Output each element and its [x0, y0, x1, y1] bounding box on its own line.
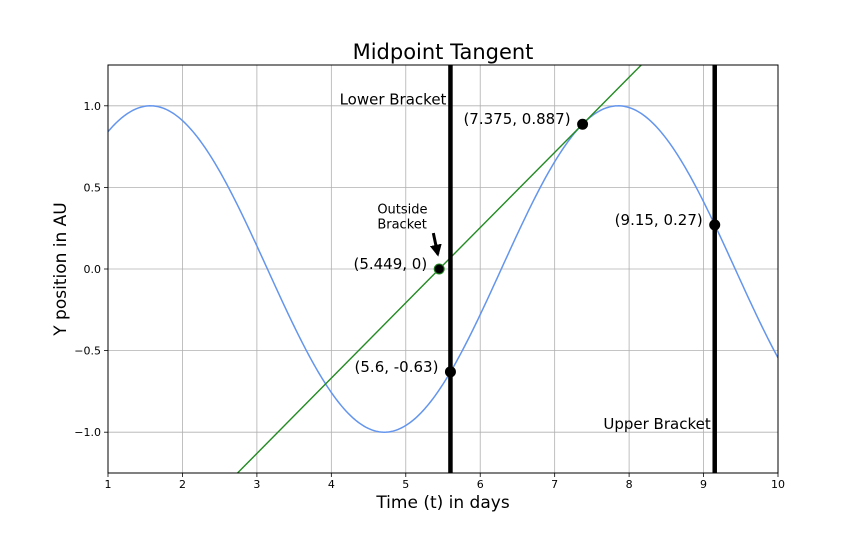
ticks: 1 2 3 4 5 6 7 8 9 10 −1.0 −0.5 0.0 0.5 1.0 — [74, 100, 785, 491]
point-label-3: (7.375, 0.887) — [463, 110, 570, 128]
x-tick-label: 4 — [328, 478, 335, 491]
y-tick-label: −1.0 — [74, 426, 101, 439]
y-tick-label: 0.5 — [84, 181, 102, 194]
labels: Midpoint Tangent Time (t) in days Y posi… — [51, 40, 711, 513]
point-label-4: (9.15, 0.27) — [615, 211, 703, 229]
point-marker-4 — [709, 219, 721, 231]
series-line-sine — [108, 105, 778, 433]
y-axis-label: Y position in AU — [51, 202, 71, 337]
point-label-1: (5.449, 0) — [353, 255, 427, 273]
x-tick-label: 2 — [179, 478, 186, 491]
bracket-label-1: Lower Bracket — [340, 90, 447, 108]
x-axis-label: Time (t) in days — [375, 493, 510, 513]
outside-bracket-annotation: Outside Bracket — [377, 203, 427, 233]
y-tick-label: 1.0 — [84, 100, 102, 113]
y-tick-label: −0.5 — [74, 345, 101, 358]
point-marker-3 — [577, 118, 589, 130]
annotation-arrow — [429, 232, 442, 257]
bracket-label-2: Upper Bracket — [603, 415, 710, 433]
plot-content — [108, 65, 778, 473]
x-tick-label: 5 — [402, 478, 409, 491]
x-tick-label: 9 — [700, 478, 707, 491]
chart-title: Midpoint Tangent — [353, 40, 534, 64]
x-tick-label: 10 — [771, 478, 785, 491]
x-tick-label: 3 — [253, 478, 260, 491]
series-line-tangent — [237, 65, 643, 473]
x-tick-label: 1 — [105, 478, 112, 491]
x-tick-label: 8 — [626, 478, 633, 491]
y-tick-label: 0.0 — [84, 263, 102, 276]
x-tick-label: 6 — [477, 478, 484, 491]
point-label-2: (5.6, -0.63) — [355, 358, 439, 376]
point-marker-2 — [444, 366, 456, 378]
x-tick-label: 7 — [551, 478, 558, 491]
point-marker-1 — [433, 263, 445, 275]
